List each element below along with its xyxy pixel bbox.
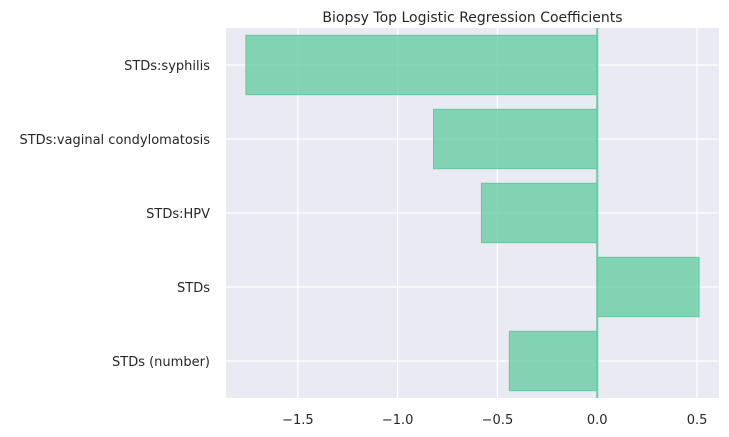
x-tick-label: 0.0 xyxy=(587,413,608,428)
bar-stds-syphilis xyxy=(245,34,598,96)
bar-stds-hpv xyxy=(480,182,598,244)
chart-title: Biopsy Top Logistic Regression Coefficie… xyxy=(322,10,622,26)
x-tick-label: 0.5 xyxy=(687,413,708,428)
x-tick-labels: −1.5 −1.0 −0.5 0.0 0.5 xyxy=(282,413,707,428)
y-tick-label: STDs:syphilis xyxy=(124,59,210,74)
bar-stds-vaginal-condylomatosis xyxy=(432,108,598,170)
x-tick-label: −1.5 xyxy=(282,413,314,428)
y-tick-label: STDs:vaginal condylomatosis xyxy=(19,133,210,148)
x-tick-label: −0.5 xyxy=(482,413,514,428)
bar-stds-number xyxy=(508,330,598,392)
bars xyxy=(245,34,700,392)
y-tick-label: STDs (number) xyxy=(112,355,210,370)
y-tick-label: STDs:HPV xyxy=(146,207,210,222)
bar-stds xyxy=(596,256,700,318)
y-tick-label: STDs xyxy=(177,281,210,296)
y-tick-labels: STDs:syphilis STDs:vaginal condylomatosis… xyxy=(19,59,210,370)
x-tick-label: −1.0 xyxy=(382,413,414,428)
